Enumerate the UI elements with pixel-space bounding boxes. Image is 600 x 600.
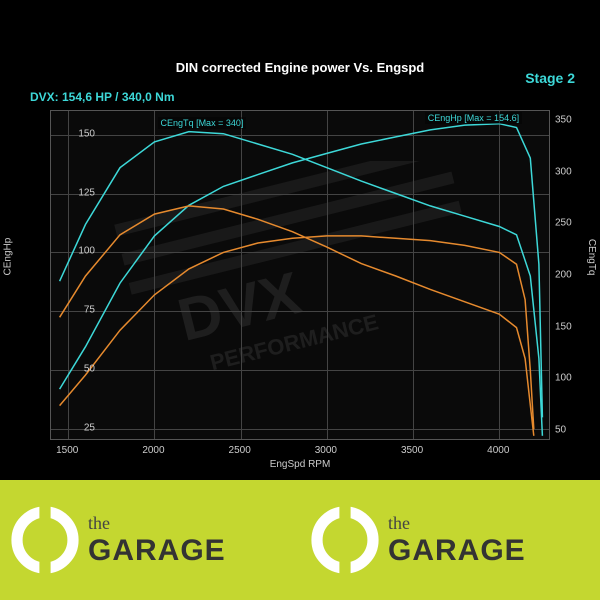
series-hp-stock [60, 236, 534, 429]
y-left-tick: 25 [55, 423, 95, 434]
dyno-chart: DIN corrected Engine power Vs. Engspd St… [0, 0, 600, 480]
curves [51, 111, 551, 441]
series-tq-tuned [60, 132, 543, 436]
x-tick: 3500 [401, 445, 423, 456]
x-tick: 2500 [229, 445, 251, 456]
y-right-tick: 50 [555, 424, 595, 435]
series-hp-tuned [60, 124, 543, 418]
y-right-tick: 300 [555, 166, 595, 177]
y-right-tick: 100 [555, 373, 595, 384]
y-right-tick: 150 [555, 321, 595, 332]
logo-the: the [388, 513, 526, 534]
y-right-tick: 250 [555, 218, 595, 229]
x-tick: 1500 [56, 445, 78, 456]
y-right-tick: 200 [555, 270, 595, 281]
y-left-tick: 150 [55, 128, 95, 139]
stage-label: Stage 2 [525, 70, 575, 86]
x-tick: 2000 [142, 445, 164, 456]
series-annotation: CEngHp [Max = 154.6] [425, 112, 522, 124]
logo-the: the [88, 513, 226, 534]
x-tick: 3000 [315, 445, 337, 456]
series-annotation: CEngTq [Max = 340] [158, 117, 247, 129]
footer-logo-strip: the GARAGE the GARAGE [0, 480, 600, 600]
series-tq-stock [60, 206, 534, 436]
wrench-icon [10, 505, 80, 575]
footer-logo-right: the GARAGE [300, 480, 600, 600]
y-left-tick: 75 [55, 305, 95, 316]
x-tick: 4000 [487, 445, 509, 456]
y-left-tick: 50 [55, 364, 95, 375]
y-left-axis-title: CEngHp [3, 238, 14, 276]
y-right-tick: 350 [555, 115, 595, 126]
footer-logo-left: the GARAGE [0, 480, 300, 600]
y-left-tick: 125 [55, 187, 95, 198]
logo-garage: GARAGE [388, 534, 526, 568]
logo-garage: GARAGE [88, 534, 226, 568]
dvx-summary: DVX: 154,6 HP / 340,0 Nm [30, 90, 175, 104]
wrench-icon [310, 505, 380, 575]
chart-title: DIN corrected Engine power Vs. Engspd [0, 60, 600, 75]
y-left-tick: 100 [55, 246, 95, 257]
x-axis-title: EngSpd RPM [0, 459, 600, 470]
plot-area: DVX PERFORMANCE CEngTq [Max = 340]CEngHp… [50, 110, 550, 440]
